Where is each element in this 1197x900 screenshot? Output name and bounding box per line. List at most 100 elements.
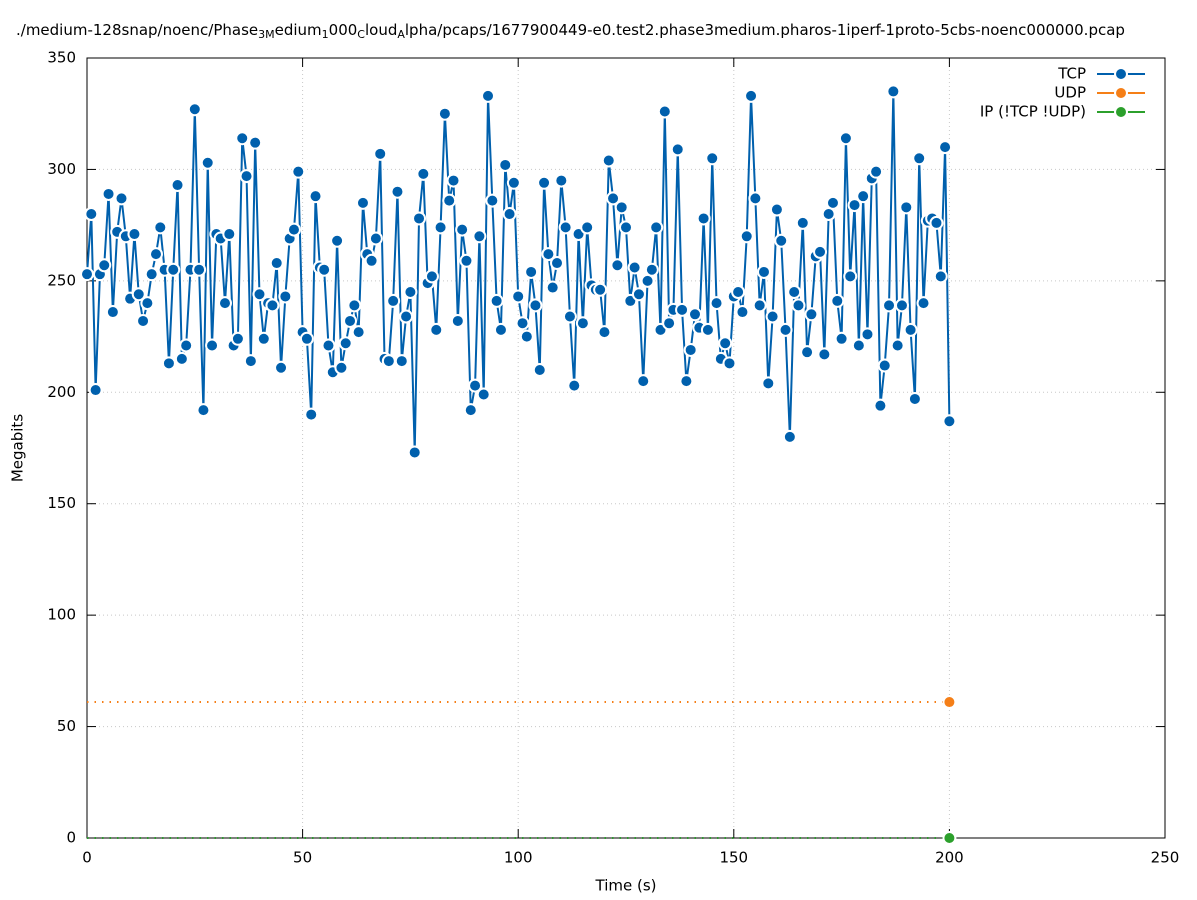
data-point (433, 220, 448, 235)
data-point (235, 131, 250, 146)
data-point (929, 215, 944, 230)
data-point (782, 429, 797, 444)
data-point (286, 222, 301, 237)
data-point (179, 338, 194, 353)
data-point (942, 695, 957, 710)
data-point (88, 383, 103, 398)
data-point (80, 267, 94, 282)
data-point (580, 220, 595, 235)
data-point (541, 247, 556, 262)
data-point (800, 345, 815, 360)
data-point (735, 305, 750, 320)
data-point (429, 322, 444, 337)
data-point (593, 282, 608, 297)
data-point (407, 445, 422, 460)
title-subscript: 3M (258, 28, 275, 41)
data-point (450, 313, 465, 328)
data-point (528, 298, 543, 313)
data-point (455, 222, 470, 237)
data-point (537, 175, 552, 190)
data-point (890, 338, 905, 353)
data-point (675, 302, 690, 317)
y-axis-label: Megabits (9, 414, 27, 482)
x-tick-label: 50 (293, 849, 312, 867)
data-point (882, 298, 897, 313)
x-axis-label: Time (s) (595, 877, 657, 895)
data-point (222, 227, 237, 242)
data-point (131, 287, 146, 302)
data-point (437, 106, 452, 121)
data-point (364, 253, 379, 268)
data-point (903, 322, 918, 337)
data-point (631, 287, 646, 302)
data-point (619, 220, 633, 235)
data-point (873, 398, 888, 413)
data-point (230, 331, 245, 346)
data-point (493, 322, 508, 337)
y-tick-label: 150 (47, 494, 76, 512)
data-point (403, 285, 418, 299)
x-tick-label: 250 (1151, 849, 1180, 867)
data-point (304, 407, 319, 422)
data-point (575, 316, 590, 331)
data-point (144, 267, 159, 282)
data-point (606, 191, 621, 206)
data-point (97, 258, 112, 273)
data-point (778, 322, 793, 337)
chart-title: ./medium-128snap/noenc/Phase3Medium1000C… (16, 21, 1125, 42)
data-point (942, 414, 957, 429)
data-point (386, 293, 401, 308)
data-point (299, 331, 314, 346)
title-part: 000 (329, 21, 358, 39)
y-tick-label: 250 (47, 271, 76, 289)
data-point (161, 356, 176, 371)
data-point (670, 142, 685, 157)
data-point (269, 256, 284, 271)
data-point (114, 191, 129, 206)
data-point (205, 338, 220, 353)
data-point (463, 403, 478, 418)
data-point (515, 316, 530, 331)
data-point (334, 360, 349, 375)
data-point (278, 289, 293, 304)
data-point (860, 327, 875, 342)
data-point (265, 298, 280, 313)
data-point (330, 233, 345, 248)
y-tick-label: 300 (47, 160, 76, 178)
data-point (774, 233, 789, 248)
data-point (899, 200, 914, 215)
data-point (791, 298, 806, 313)
data-point (343, 313, 358, 328)
data-point (696, 211, 711, 226)
legend-label: IP (!TCP !UDP) (980, 103, 1086, 121)
data-point (657, 104, 672, 119)
data-point (838, 131, 853, 146)
data-point (524, 264, 539, 279)
data-point (140, 296, 155, 311)
data-point (519, 329, 534, 344)
data-point (127, 227, 142, 242)
data-point (446, 173, 461, 188)
title-part: ./medium-128snap/noenc/Phase (16, 21, 258, 39)
data-point (148, 247, 163, 262)
data-point (718, 336, 733, 351)
y-tick-label: 350 (47, 49, 76, 67)
data-point (351, 325, 366, 340)
data-point (554, 173, 569, 188)
data-point (722, 356, 737, 371)
data-point (813, 244, 828, 259)
data-point (933, 269, 948, 284)
data-point (485, 193, 500, 208)
y-tick-label: 0 (66, 829, 76, 847)
data-point (679, 374, 694, 389)
data-point (550, 256, 565, 271)
legend-label: TCP (1057, 65, 1086, 83)
title-part: edium (275, 21, 322, 39)
data-point (756, 264, 771, 279)
data-point (498, 157, 513, 172)
data-point (795, 215, 810, 230)
title-subscript: A (397, 28, 405, 41)
data-point (886, 84, 901, 99)
